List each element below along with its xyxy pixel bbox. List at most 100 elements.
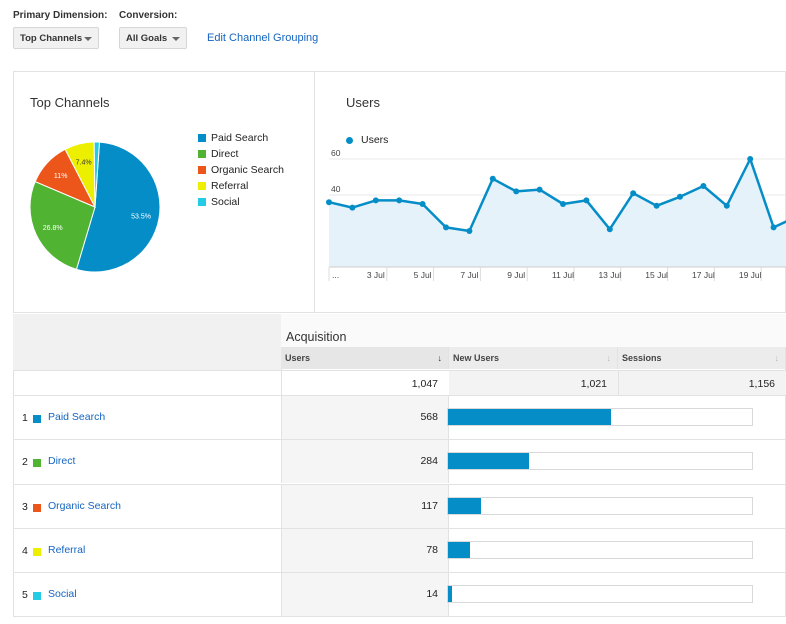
row-color-swatch — [33, 415, 41, 423]
legend-swatch — [198, 166, 206, 174]
legend-swatch — [198, 150, 206, 158]
data-point[interactable] — [606, 226, 613, 233]
users-cell: 284 — [281, 440, 449, 484]
row-rank: 2 — [22, 456, 28, 469]
sessions-column-header[interactable]: Sessions ↓ — [618, 347, 786, 369]
users-chart-legend: Users — [346, 132, 388, 148]
users-series-dot-icon — [346, 136, 353, 144]
data-point[interactable] — [349, 204, 356, 211]
channel-link[interactable]: Direct — [48, 455, 76, 468]
pie-legend-item: Paid Search — [198, 130, 284, 146]
table-dimension-header — [13, 314, 282, 370]
row-rank: 4 — [22, 544, 28, 557]
legend-label: Direct — [211, 148, 239, 160]
row-color-swatch — [33, 459, 41, 468]
data-point[interactable] — [396, 197, 403, 204]
chevron-down-icon — [84, 37, 92, 41]
data-point[interactable] — [630, 190, 637, 197]
conversion-label: Conversion: — [119, 10, 178, 21]
x-tick-label: 19 Jul — [739, 270, 762, 280]
data-point[interactable] — [747, 156, 754, 162]
row-rank: 1 — [22, 412, 28, 424]
data-point[interactable] — [700, 183, 707, 189]
row-color-swatch — [33, 503, 41, 512]
sort-arrow-icon: ↓ — [606, 353, 612, 363]
sort-arrow-icon: ↓ — [437, 353, 443, 363]
acquisition-group-header — [281, 314, 786, 347]
top-channels-title: Top Channels — [30, 95, 110, 110]
data-point[interactable] — [443, 224, 449, 231]
row-color-swatch — [33, 592, 41, 601]
x-tick-label: 15 Jul — [645, 270, 668, 280]
primary-dimension-dropdown[interactable]: Top Channels — [13, 27, 99, 49]
pie-slice-label: 26.8% — [43, 225, 63, 232]
x-tick-label: ... — [332, 270, 339, 280]
users-cell: 14 — [281, 573, 449, 617]
data-point[interactable] — [466, 228, 473, 234]
users-column-header[interactable]: Users ↓ — [281, 347, 449, 369]
acquisition-header-label: Acquisition — [286, 330, 347, 344]
row-users-value: 284 — [420, 455, 438, 468]
data-point[interactable] — [583, 197, 590, 204]
data-point[interactable] — [419, 201, 426, 207]
conversion-dropdown[interactable]: All Goals — [119, 27, 187, 49]
x-tick-label: 11 Jul — [552, 270, 574, 280]
data-point[interactable] — [326, 199, 332, 206]
divider — [618, 371, 619, 395]
legend-label: Social — [211, 196, 240, 208]
pie-slice — [29, 180, 96, 270]
channel-link[interactable]: Social — [48, 588, 77, 601]
data-point[interactable] — [536, 186, 543, 193]
channel-link[interactable]: Referral — [48, 543, 86, 556]
users-cell: 568 — [281, 396, 449, 439]
percent-bar — [447, 540, 753, 559]
y-tick-label: 40 — [331, 184, 341, 194]
pie-slice — [93, 141, 101, 208]
x-tick-label: 5 Jul — [414, 270, 432, 280]
row-users-value: 14 — [426, 588, 438, 601]
area-fill — [329, 159, 786, 267]
data-point[interactable] — [770, 224, 777, 231]
data-point[interactable] — [723, 202, 730, 209]
pie-legend-item: Direct — [198, 146, 284, 162]
totals-row — [13, 370, 786, 395]
sort-arrow-icon: ↓ — [774, 353, 780, 363]
row-users-value: 568 — [420, 411, 438, 423]
users-cell: 78 — [281, 528, 449, 572]
users-cell: 117 — [281, 484, 449, 528]
edit-channel-grouping-link[interactable]: Edit Channel Grouping — [207, 32, 319, 44]
percent-bar — [447, 496, 753, 515]
chevron-down-icon — [172, 37, 180, 41]
row-users-value: 78 — [426, 543, 438, 556]
legend-swatch — [198, 182, 206, 190]
conversion-value: All Goals — [126, 32, 168, 44]
data-point[interactable] — [489, 175, 496, 182]
users-legend-label: Users — [361, 134, 389, 146]
percent-bar — [447, 452, 753, 471]
data-point[interactable] — [372, 197, 379, 204]
x-tick-label: 3 Jul — [367, 270, 385, 280]
percent-bar — [447, 408, 753, 426]
legend-label: Referral — [211, 180, 249, 192]
pie-legend: Paid Search Direct Organic Search Referral S… — [198, 130, 284, 210]
data-point[interactable] — [653, 202, 660, 209]
primary-dimension-value: Top Channels — [20, 32, 83, 44]
row-users-value: 117 — [421, 499, 438, 512]
pie-legend-item: Social — [198, 194, 284, 210]
table-row: 5 Social 14 — [13, 572, 786, 617]
percent-bar-fill — [448, 453, 530, 470]
new-users-column-label: New Users — [453, 353, 500, 363]
row-rank: 5 — [22, 589, 28, 602]
channel-link[interactable]: Paid Search — [48, 411, 106, 423]
data-point[interactable] — [677, 193, 683, 200]
x-tick-label: 7 Jul — [460, 270, 478, 280]
channel-link[interactable]: Organic Search — [48, 499, 121, 512]
new-users-column-header[interactable]: New Users ↓ — [449, 347, 618, 369]
pie-legend-item: Organic Search — [198, 162, 284, 178]
legend-label: Organic Search — [211, 164, 284, 176]
percent-bar-fill — [448, 541, 471, 558]
percent-bar-fill — [448, 409, 611, 425]
data-point[interactable] — [560, 201, 566, 207]
data-point[interactable] — [513, 188, 520, 195]
legend-swatch — [198, 198, 206, 206]
